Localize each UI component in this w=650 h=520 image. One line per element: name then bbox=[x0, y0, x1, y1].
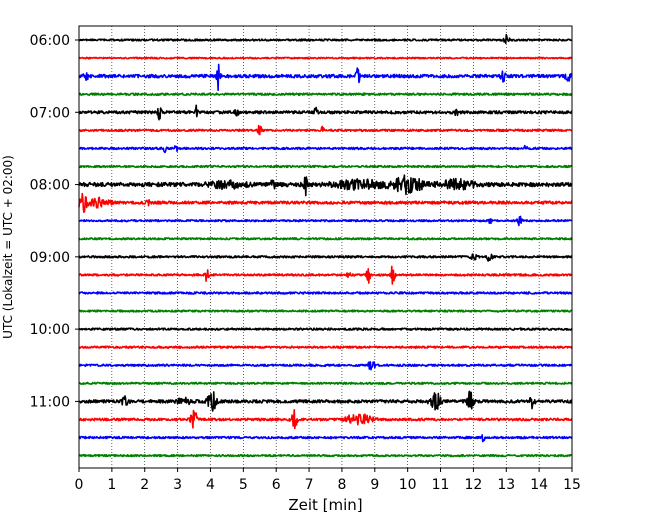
y-tick-label: 09:00 bbox=[30, 250, 70, 266]
seismic-trace bbox=[78, 92, 573, 97]
seismic-trace bbox=[78, 345, 573, 349]
x-tick-label: 5 bbox=[239, 477, 248, 493]
seismic-trace bbox=[78, 164, 573, 169]
y-axis-ticks: 06:00 07:00 08:00 09:00 10:00 11:00 bbox=[30, 33, 79, 410]
seismic-trace bbox=[78, 309, 573, 313]
x-tick-label: 10 bbox=[399, 477, 417, 493]
x-tick-label: 3 bbox=[173, 477, 182, 493]
x-tick-label: 1 bbox=[107, 477, 116, 493]
seismic-trace bbox=[78, 327, 573, 331]
x-tick-label: 4 bbox=[206, 477, 215, 493]
seismic-trace bbox=[78, 192, 573, 214]
seismic-trace bbox=[78, 174, 573, 197]
seismic-trace bbox=[78, 381, 573, 386]
y-tick-label: 07:00 bbox=[30, 105, 70, 121]
x-axis-label: Zeit [min] bbox=[288, 496, 362, 514]
seismic-trace bbox=[78, 390, 573, 412]
seismic-trace bbox=[78, 56, 573, 60]
seismic-trace bbox=[78, 237, 573, 241]
y-axis-label: UTC (Lokalzeit = UTC + 02:00) bbox=[1, 155, 15, 339]
seismic-trace bbox=[78, 63, 573, 92]
seismic-trace bbox=[78, 33, 573, 45]
y-tick-label: 06:00 bbox=[30, 33, 70, 49]
x-tick-label: 2 bbox=[140, 477, 149, 493]
seismic-trace bbox=[78, 291, 573, 295]
y-tick-label: 08:00 bbox=[30, 178, 70, 194]
seismic-trace bbox=[78, 144, 573, 154]
seismic-trace bbox=[78, 265, 573, 285]
x-tick-label: 7 bbox=[305, 477, 314, 493]
x-tick-label: 8 bbox=[337, 477, 346, 493]
seismic-trace bbox=[78, 124, 573, 136]
seismic-trace bbox=[78, 215, 573, 227]
x-axis-ticks: 0 1 2 3 4 5 6 7 8 9 10 11 12 13 14 15 bbox=[75, 468, 581, 493]
seismic-trace bbox=[78, 409, 573, 430]
x-tick-label: 15 bbox=[563, 477, 581, 493]
plot-frame bbox=[78, 25, 573, 469]
x-tick-label: 14 bbox=[530, 477, 548, 493]
x-tick-label: 13 bbox=[497, 477, 515, 493]
seismic-trace bbox=[78, 104, 573, 121]
x-tick-label: 11 bbox=[432, 477, 450, 493]
x-tick-label: 9 bbox=[370, 477, 379, 493]
x-tick-label: 0 bbox=[75, 477, 84, 493]
seismic-trace bbox=[78, 453, 573, 458]
y-tick-label: 10:00 bbox=[30, 322, 70, 338]
y-tick-label: 11:00 bbox=[30, 394, 70, 410]
x-tick-label: 6 bbox=[272, 477, 281, 493]
trace-group bbox=[78, 33, 573, 458]
x-tick-label: 12 bbox=[464, 477, 482, 493]
seismic-trace bbox=[78, 361, 573, 371]
seismic-trace bbox=[78, 253, 573, 262]
seismic-trace bbox=[78, 434, 573, 443]
